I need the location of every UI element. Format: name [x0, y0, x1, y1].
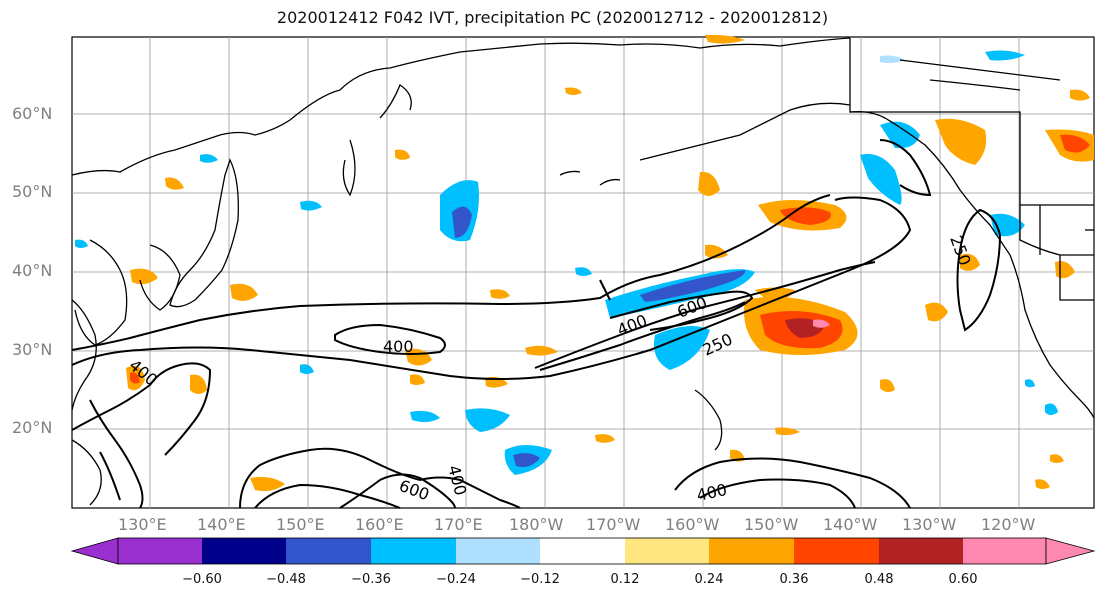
precip-patches	[75, 34, 1094, 492]
lon-tick-label: 140°W	[823, 515, 878, 534]
lat-tick-label: 60°N	[12, 104, 53, 123]
lon-tick-label: 180°W	[509, 515, 564, 534]
map-title: 2020012412 F042 IVT, precipitation PC (2…	[276, 8, 829, 27]
colorbar-label: 0.48	[864, 572, 894, 587]
colorbar-segments	[117, 537, 1047, 565]
lon-tick-label: 150°W	[744, 515, 799, 534]
colorbar-extend-low	[70, 537, 119, 565]
coastlines	[71, 37, 1095, 506]
lon-tick-label: 140°E	[197, 515, 246, 534]
colorbar-label: −0.36	[351, 572, 391, 587]
lon-tick-label: 130°W	[902, 515, 957, 534]
lon-tick-label: 160°E	[355, 515, 404, 534]
colorbar-label: −0.24	[436, 572, 476, 587]
colorbar-label: 0.12	[610, 572, 640, 587]
gridlines	[72, 37, 1094, 508]
colorbar-extend-high	[1045, 537, 1096, 565]
colorbar-segment	[456, 538, 540, 564]
colorbar-label: 0.24	[694, 572, 724, 587]
map-panel: 400 600 400 250 400 600 400 400 250	[71, 34, 1095, 509]
lat-tick-label: 50°N	[12, 182, 53, 201]
colorbar-label: −0.48	[266, 572, 306, 587]
lon-tick-label: 170°W	[586, 515, 641, 534]
lon-tick-label: 130°E	[118, 515, 167, 534]
contour-label: 400	[383, 337, 414, 356]
colorbar-label: 0.60	[948, 572, 978, 587]
colorbar-segment	[879, 538, 963, 564]
colorbar-segment	[118, 538, 202, 564]
colorbar-segment	[202, 538, 286, 564]
negative-precip-anomalies	[75, 50, 1058, 475]
lat-tick-label: 30°N	[12, 340, 53, 359]
lon-tick-label: 150°E	[276, 515, 325, 534]
colorbar-label: 0.36	[779, 572, 809, 587]
colorbar-segment	[371, 538, 456, 564]
positive-precip-anomalies	[126, 34, 1094, 492]
colorbar	[70, 537, 1096, 565]
colorbar-segment	[794, 538, 879, 564]
colorbar-segment	[286, 538, 371, 564]
lon-tick-label: 160°W	[665, 515, 720, 534]
colorbar-segment	[709, 538, 794, 564]
lon-tick-label: 170°E	[434, 515, 483, 534]
colorbar-label: −0.12	[520, 572, 560, 587]
lat-tick-label: 20°N	[12, 418, 53, 437]
lon-tick-label: 120°W	[981, 515, 1036, 534]
colorbar-segment	[625, 538, 709, 564]
colorbar-segment	[963, 538, 1046, 564]
colorbar-label: −0.60	[182, 572, 222, 587]
colorbar-segment	[540, 538, 625, 564]
lat-tick-label: 40°N	[12, 261, 53, 280]
ivt-contours	[71, 139, 1002, 509]
